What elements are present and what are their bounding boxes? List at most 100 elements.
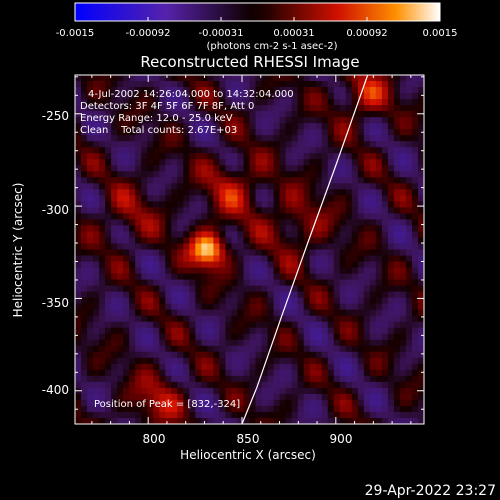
heatmap-cell [351,231,359,239]
heatmap-cell [81,225,88,233]
heatmap-cell [381,183,389,190]
heatmap-cell [351,219,359,227]
heatmap-cell [219,345,227,353]
heatmap-cell [225,159,233,166]
heatmap-cell [315,327,323,335]
heatmap-cell [381,147,389,154]
heatmap-cell [237,177,245,184]
heatmap-cell [333,309,341,317]
heatmap-cell [93,327,100,335]
heatmap-cell [357,387,365,395]
heatmap-cell [183,357,190,365]
heatmap-cell [243,333,251,341]
heatmap-cell [381,93,389,100]
heatmap-cell [411,207,419,214]
heatmap-cell [291,327,299,335]
heatmap-cell [189,153,196,160]
heatmap-cell [117,195,124,202]
heatmap-cell [249,405,257,413]
heatmap-cell [135,225,142,233]
heatmap-cell [207,345,214,353]
heatmap-cell [147,285,154,293]
heatmap-cell [279,117,287,124]
heatmap-cell [297,147,305,154]
heatmap-cell [195,243,202,251]
heatmap-cell [333,411,341,419]
heatmap-cell [303,291,311,299]
heatmap-cell [327,249,335,257]
heatmap-cell [177,285,184,293]
heatmap-cell [213,273,221,281]
heatmap-cell [273,159,281,166]
heatmap-cell [285,183,293,190]
heatmap-cell [267,195,275,202]
heatmap-cell [405,375,413,383]
heatmap-cell [165,297,172,305]
heatmap-cell [147,231,154,239]
heatmap-cell [165,393,172,401]
heatmap-cell [201,351,208,359]
heatmap-cell [231,297,239,305]
heatmap-cell [387,153,395,160]
heatmap-cell [81,405,88,413]
heatmap-cell [207,261,214,269]
heatmap-cell [153,387,160,395]
heatmap-cell [183,159,190,166]
heatmap-cell [213,261,221,269]
heatmap-cell [243,291,251,299]
heatmap-cell [249,207,257,214]
heatmap-cell [273,189,281,196]
heatmap-cell [369,129,377,136]
heatmap-cell [393,261,401,269]
heatmap-cell [267,393,275,401]
heatmap-cell [87,159,94,166]
heatmap-cell [243,297,251,305]
heatmap-cell [189,261,196,269]
heatmap-cell [291,159,299,166]
heatmap-cell [153,411,160,419]
heatmap-cell [105,381,112,389]
heatmap-cell [213,249,221,257]
heatmap-cell [399,255,407,263]
heatmap-cell [111,165,118,172]
heatmap-cell [135,309,142,317]
heatmap-cell [237,243,245,251]
heatmap-cell [93,141,100,148]
heatmap-cell [381,381,389,389]
heatmap-cell [393,297,401,305]
heatmap-cell [111,153,118,160]
heatmap-cell [237,129,245,136]
heatmap-cell [195,309,202,317]
heatmap-cell [327,219,335,227]
heatmap-cell [183,177,190,184]
heatmap-cell [327,273,335,281]
heatmap-cell [369,363,377,371]
heatmap-cell [225,417,233,424]
heatmap-cell [87,189,94,196]
heatmap-cell [321,201,329,208]
heatmap-cell [267,399,275,407]
heatmap-cell [171,159,178,166]
heatmap-cell [381,117,389,124]
heatmap-cell [321,351,329,359]
heatmap-cell [111,237,118,245]
heatmap-cell [117,333,124,341]
heatmap-cell [81,399,88,407]
heatmap-cell [387,201,395,208]
heatmap-cell [291,339,299,347]
heatmap-cell [99,243,106,251]
heatmap-cell [387,345,395,353]
heatmap-cell [375,351,383,359]
heatmap-cell [237,279,245,287]
heatmap-cell [393,87,401,94]
heatmap-cell [261,321,269,329]
heatmap-cell [111,279,118,287]
heatmap-cell [309,237,317,245]
heatmap-cell [141,123,148,130]
heatmap-cell [147,303,154,311]
heatmap-cell [81,153,88,160]
heatmap-cell [105,225,112,233]
heatmap-cell [93,201,100,208]
heatmap-cell [339,99,347,106]
heatmap-cell [93,393,100,401]
